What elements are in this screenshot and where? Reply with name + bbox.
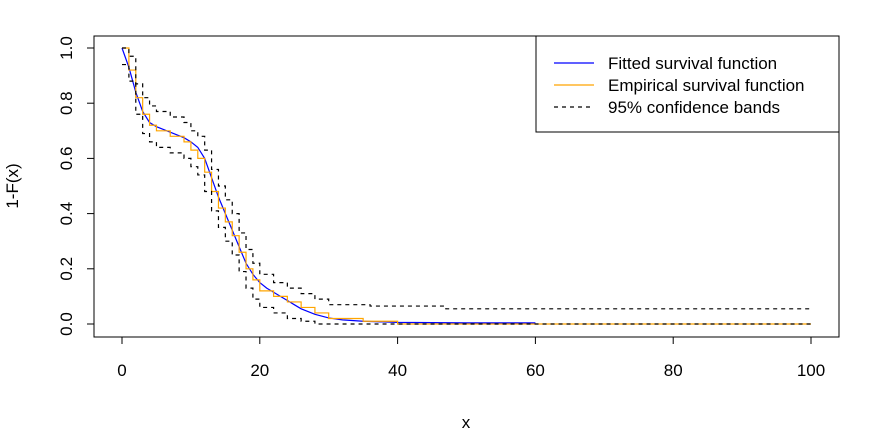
legend-box <box>535 35 840 133</box>
y-tick-label: 0.2 <box>57 257 76 281</box>
x-tick-label: 40 <box>388 361 407 380</box>
x-tick-label: 100 <box>797 361 825 380</box>
x-tick-label: 60 <box>526 361 545 380</box>
x-axis: 0 20 40 60 80 100 <box>117 336 825 380</box>
y-tick-label: 0.4 <box>57 202 76 226</box>
series-line-2 <box>122 47 811 310</box>
legend-label: Empirical survival function <box>608 76 805 95</box>
y-tick-label: 0.0 <box>57 312 76 336</box>
y-axis-title: 1-F(x) <box>3 163 22 208</box>
y-tick-label: 0.6 <box>57 147 76 171</box>
legend: Fitted survival function Empirical surviv… <box>535 35 840 133</box>
series-line-0 <box>121 47 536 324</box>
series-layer <box>121 47 811 325</box>
y-axis: 0.0 0.2 0.4 0.6 0.8 1.0 <box>57 36 95 336</box>
series-line-1 <box>122 47 811 325</box>
x-tick-label: 20 <box>250 361 269 380</box>
x-tick-label: 80 <box>664 361 683 380</box>
x-tick-label: 0 <box>117 361 126 380</box>
y-tick-label: 1.0 <box>57 36 76 60</box>
y-tick-label: 0.8 <box>57 91 76 115</box>
legend-label: 95% confidence bands <box>608 98 780 117</box>
x-axis-title: x <box>462 413 471 432</box>
legend-label: Fitted survival function <box>608 54 777 73</box>
